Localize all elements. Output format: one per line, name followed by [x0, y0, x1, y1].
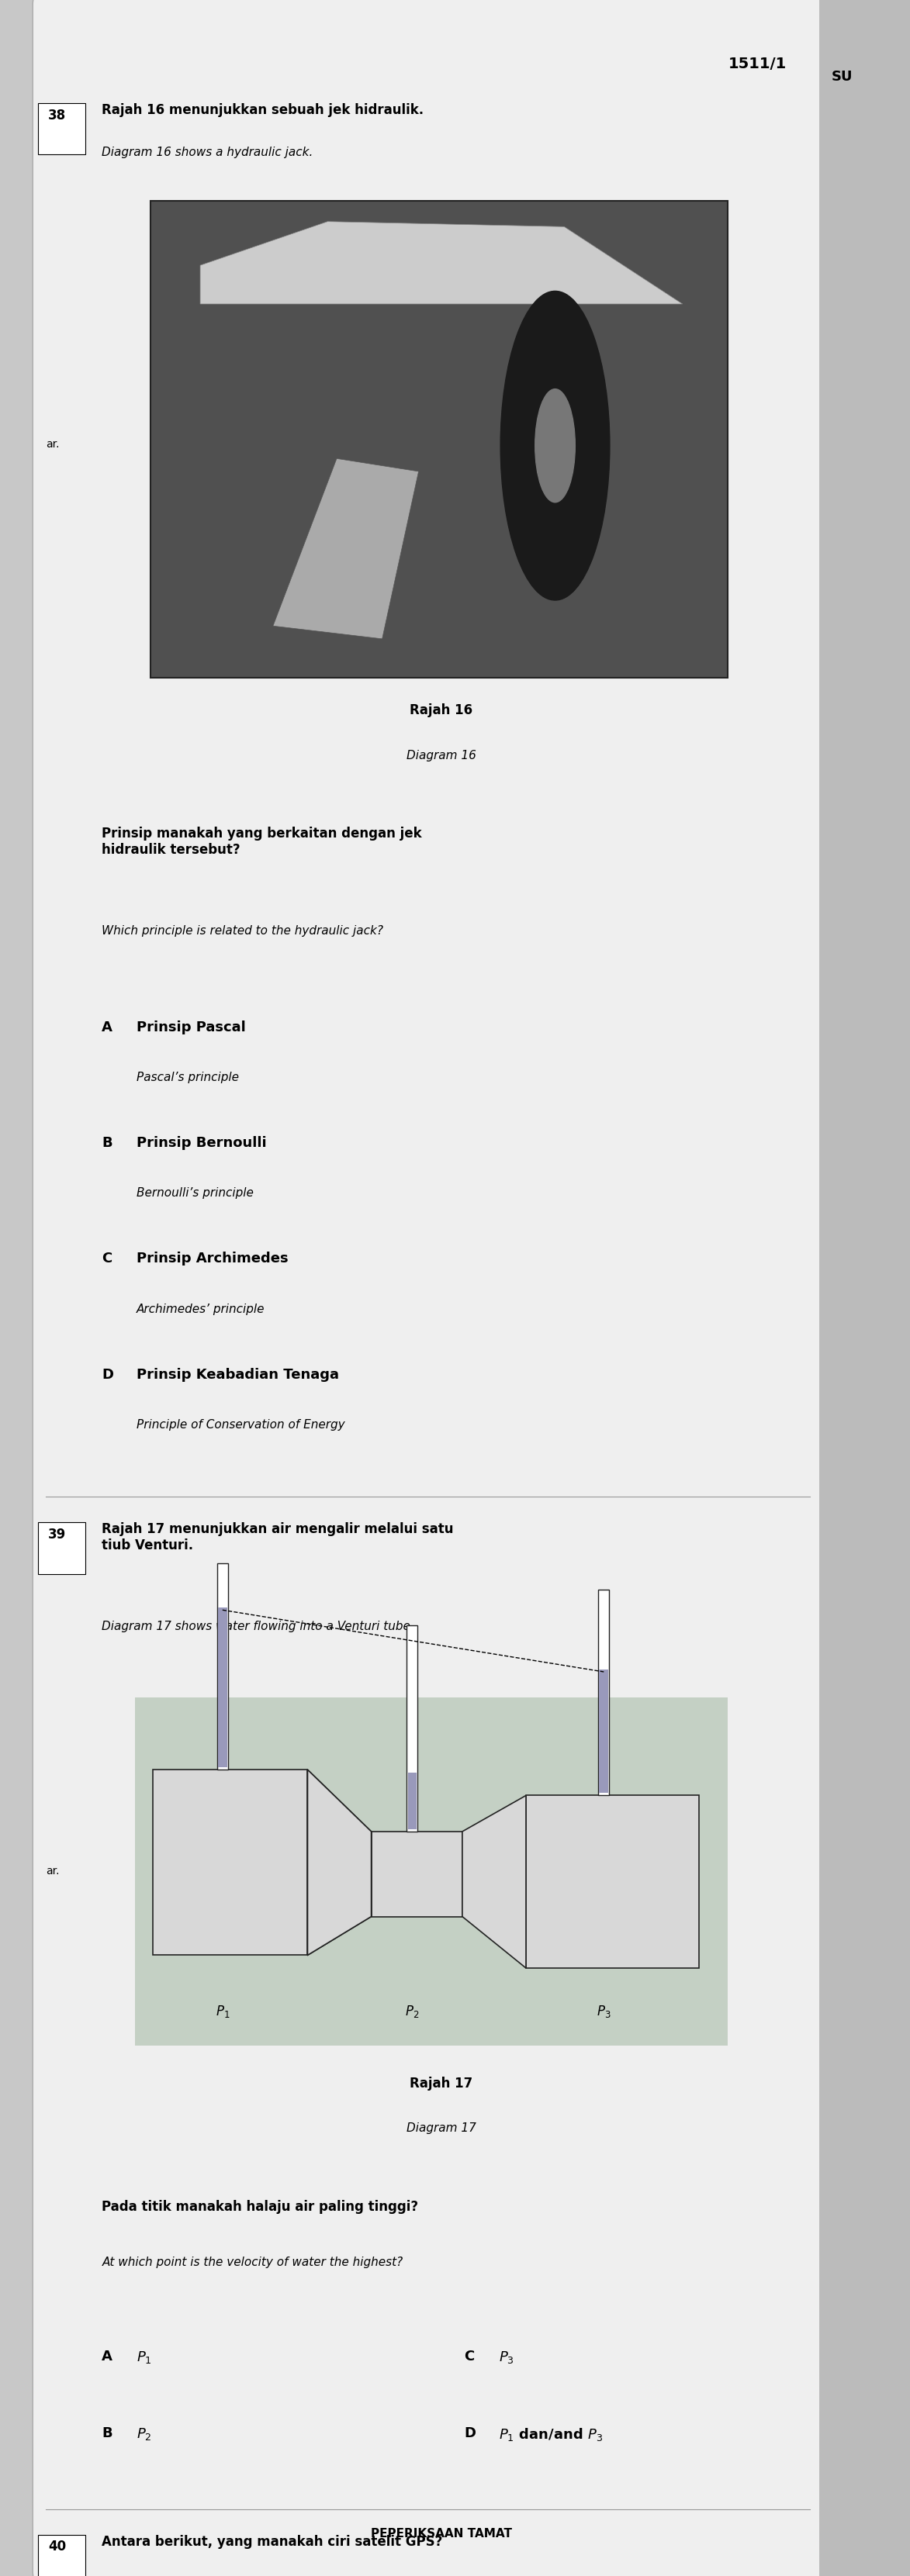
Text: Rajah 16: Rajah 16: [410, 703, 473, 716]
Text: C: C: [102, 1252, 112, 1265]
Text: $P_2$: $P_2$: [136, 2427, 152, 2442]
Text: Prinsip Bernoulli: Prinsip Bernoulli: [136, 1136, 267, 1149]
Text: 1511/1: 1511/1: [728, 57, 786, 72]
Bar: [407, 1625, 418, 1832]
Text: Pada titik manakah halaju air paling tinggi?: Pada titik manakah halaju air paling tin…: [102, 2200, 419, 2213]
Bar: [218, 1607, 228, 1767]
Polygon shape: [200, 222, 682, 304]
Text: Diagram 17 shows water flowing into a Venturi tube.: Diagram 17 shows water flowing into a Ve…: [102, 1620, 414, 1633]
Text: Diagram 16: Diagram 16: [407, 750, 476, 762]
Bar: [153, 1770, 308, 1955]
Text: $P_1$: $P_1$: [136, 2349, 152, 2365]
Text: Prinsip manakah yang berkaitan dengan jek
hidraulik tersebut?: Prinsip manakah yang berkaitan dengan je…: [102, 827, 422, 858]
Text: A: A: [102, 1020, 113, 1033]
Bar: [408, 1772, 417, 1829]
Text: ar.: ar.: [46, 440, 59, 451]
Text: Rajah 17 menunjukkan air mengalir melalui satu
tiub Venturi.: Rajah 17 menunjukkan air mengalir melalu…: [102, 1522, 454, 1553]
Bar: [526, 1795, 699, 1968]
Text: Prinsip Pascal: Prinsip Pascal: [136, 1020, 246, 1033]
Polygon shape: [462, 1795, 526, 1968]
Text: B: B: [102, 2427, 113, 2439]
Bar: [38, 1522, 86, 1574]
Text: 40: 40: [48, 2540, 66, 2553]
Bar: [38, 2535, 86, 2576]
Text: $P_2$: $P_2$: [405, 2004, 420, 2020]
Text: Antara berikut, yang manakah ciri satelit GPS?: Antara berikut, yang manakah ciri sateli…: [102, 2535, 443, 2548]
Bar: [38, 103, 86, 155]
Text: Bernoulli’s principle: Bernoulli’s principle: [136, 1188, 254, 1200]
Text: D: D: [464, 2427, 476, 2439]
Text: Rajah 16 menunjukkan sebuah jek hidraulik.: Rajah 16 menunjukkan sebuah jek hidrauli…: [102, 103, 424, 116]
Text: Diagram 17: Diagram 17: [407, 2123, 476, 2136]
FancyBboxPatch shape: [33, 0, 823, 2576]
Text: 38: 38: [48, 108, 66, 121]
Bar: [599, 1589, 610, 1795]
Bar: [150, 201, 728, 677]
Bar: [819, 0, 910, 2576]
Text: A: A: [102, 2349, 113, 2362]
Text: Pascal’s principle: Pascal’s principle: [136, 1072, 239, 1084]
Text: Rajah 17: Rajah 17: [410, 2076, 473, 2089]
Text: SU: SU: [831, 70, 853, 82]
Bar: [217, 1564, 228, 1770]
Circle shape: [535, 389, 575, 502]
Polygon shape: [308, 1770, 371, 1955]
Text: 39: 39: [48, 1528, 66, 1540]
Polygon shape: [273, 459, 419, 639]
Text: Prinsip Archimedes: Prinsip Archimedes: [136, 1252, 288, 1265]
Text: D: D: [102, 1368, 114, 1381]
Text: Diagram 16 shows a hydraulic jack.: Diagram 16 shows a hydraulic jack.: [102, 147, 313, 160]
Text: PEPERIKSAAN TAMAT: PEPERIKSAAN TAMAT: [370, 2527, 512, 2540]
Bar: [371, 1832, 462, 1917]
Text: $P_1$: $P_1$: [216, 2004, 229, 2020]
Circle shape: [501, 291, 610, 600]
Text: B: B: [102, 1136, 113, 1149]
Text: At which point is the velocity of water the highest?: At which point is the velocity of water …: [102, 2257, 403, 2269]
Bar: [135, 1698, 728, 2045]
Text: Principle of Conservation of Energy: Principle of Conservation of Energy: [136, 1419, 345, 1432]
Text: ar.: ar.: [46, 1865, 59, 1878]
Text: $P_3$: $P_3$: [499, 2349, 514, 2365]
Text: $P_1$ dan/and $P_3$: $P_1$ dan/and $P_3$: [499, 2427, 602, 2442]
Bar: [599, 1669, 608, 1793]
Text: Prinsip Keabadian Tenaga: Prinsip Keabadian Tenaga: [136, 1368, 339, 1381]
Text: C: C: [464, 2349, 474, 2362]
Text: $P_3$: $P_3$: [597, 2004, 611, 2020]
Text: Which principle is related to the hydraulic jack?: Which principle is related to the hydrau…: [102, 925, 383, 938]
Text: Archimedes’ principle: Archimedes’ principle: [136, 1303, 265, 1316]
